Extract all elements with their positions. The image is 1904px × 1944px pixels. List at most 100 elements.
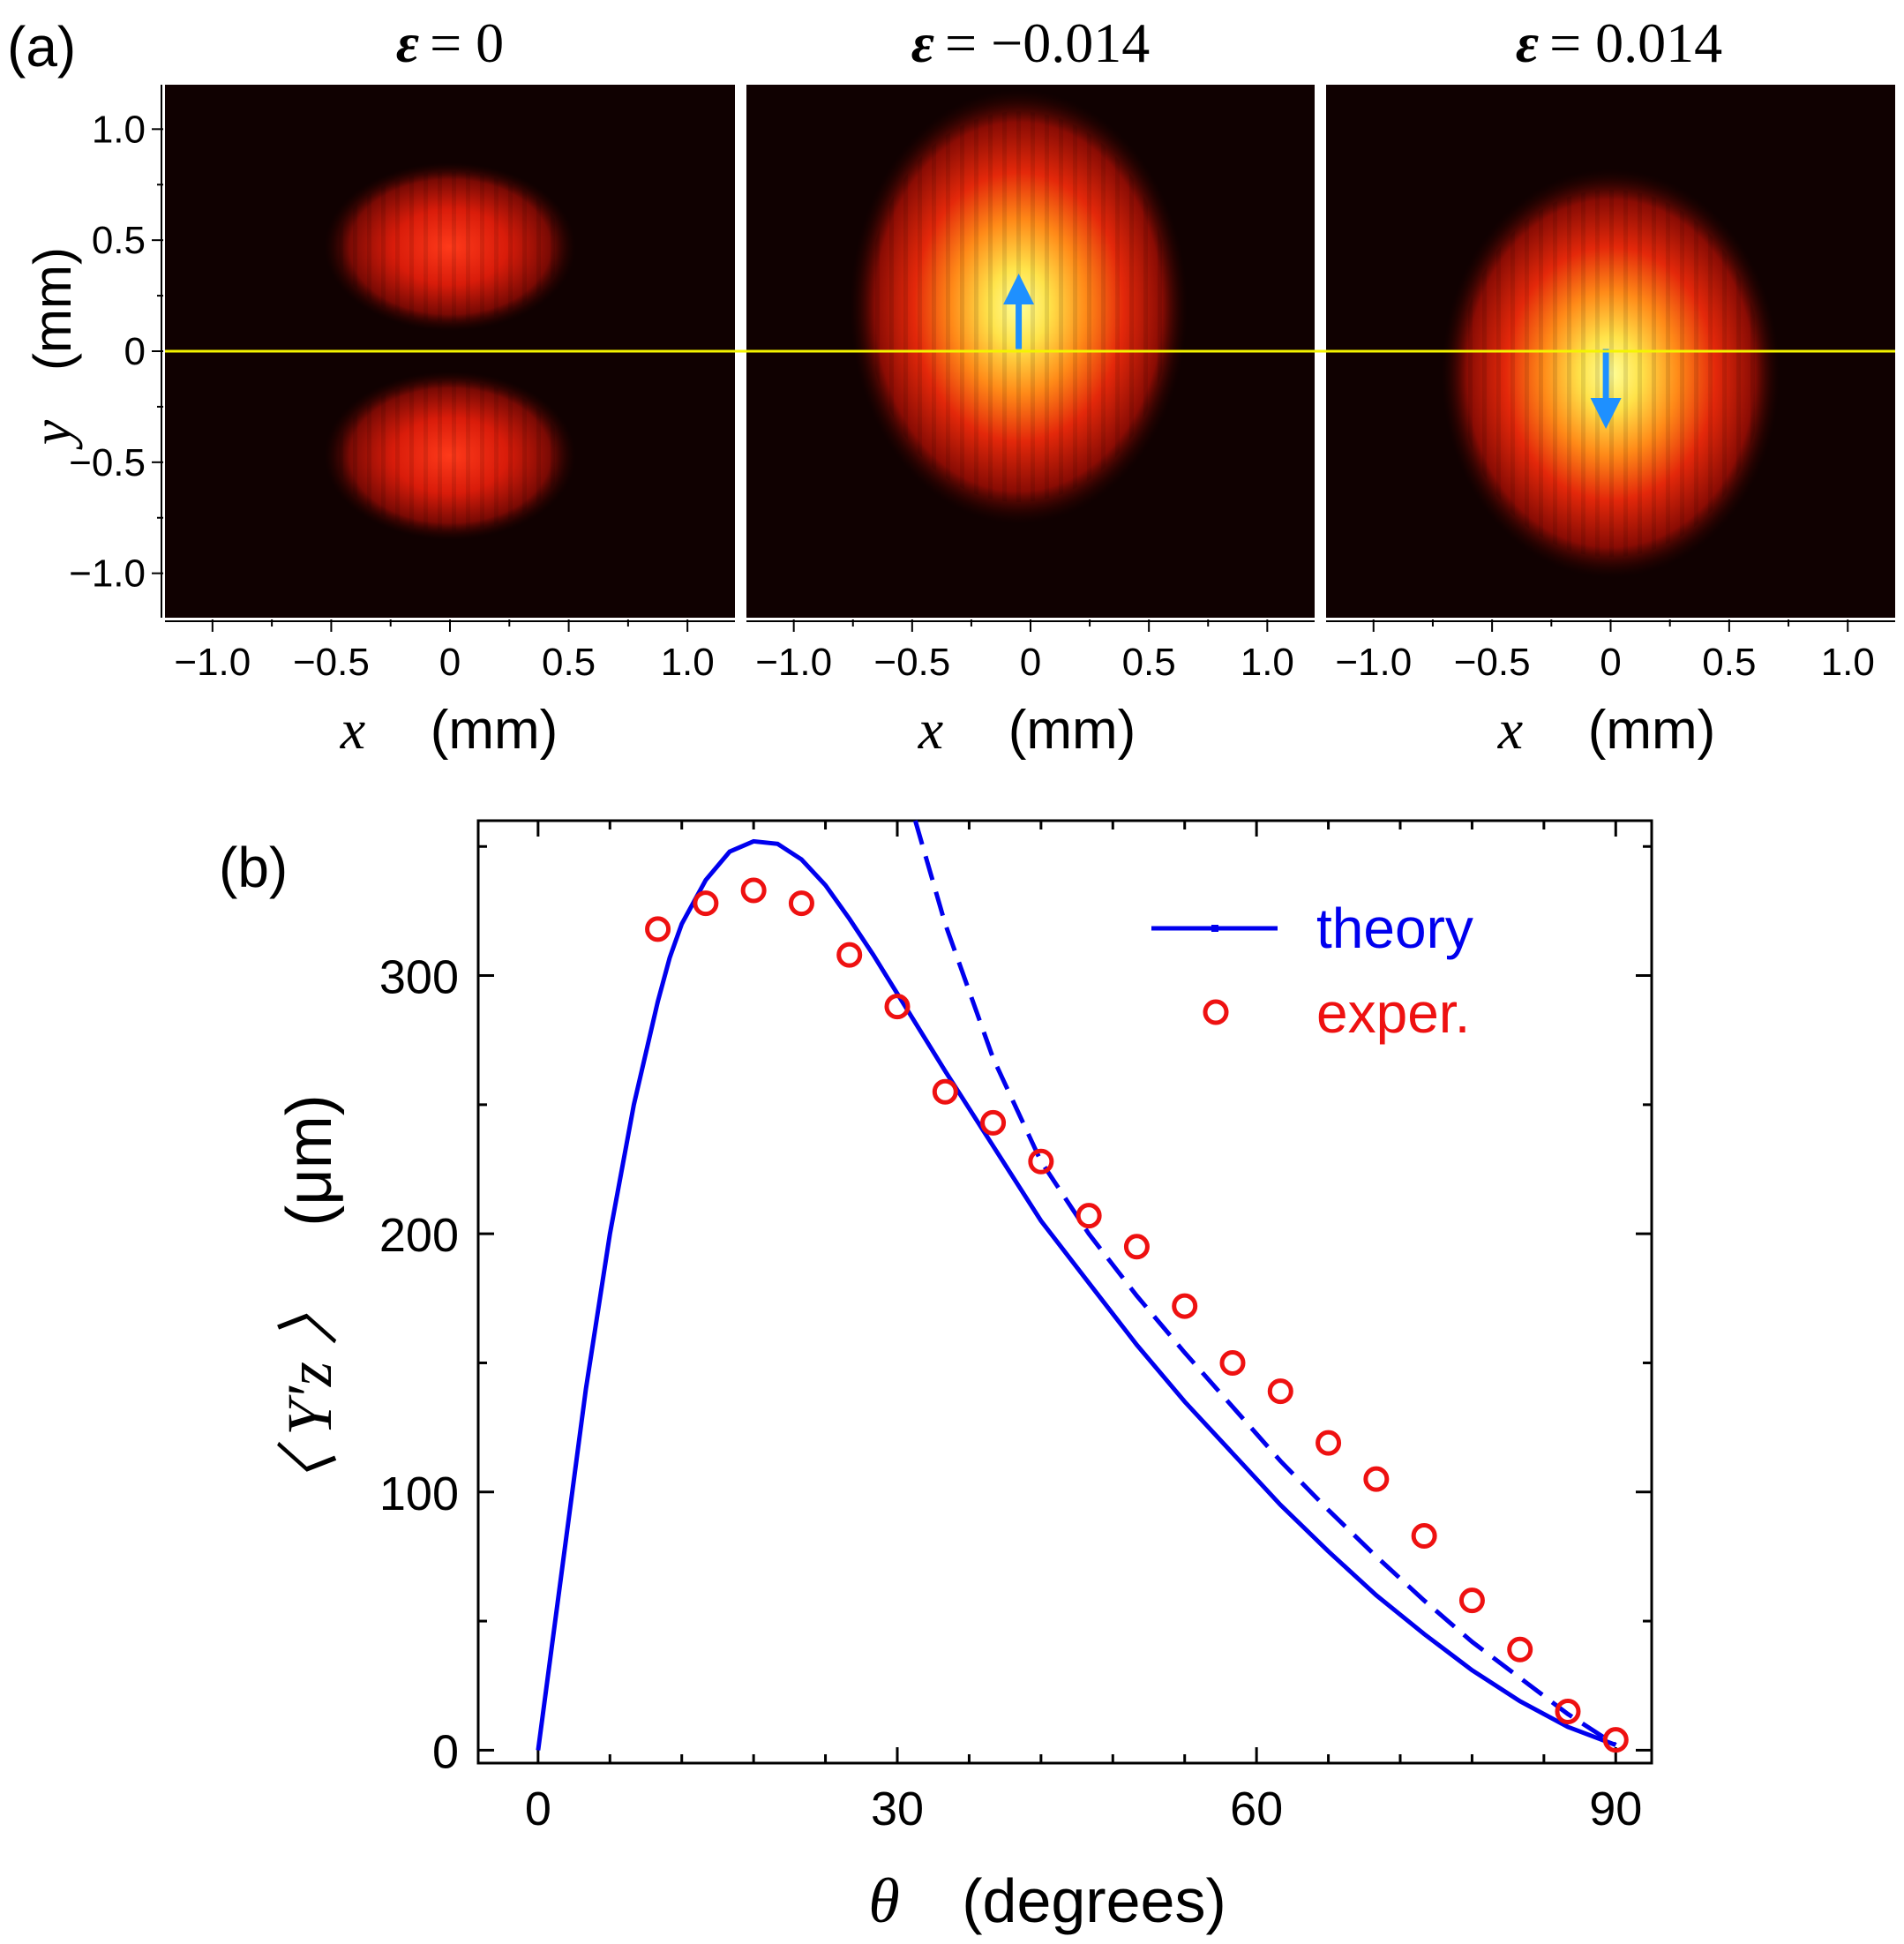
series-theory-asymptote-dashed xyxy=(912,820,1617,1747)
plot-frame xyxy=(476,819,1653,1765)
x-tick-label: 90 xyxy=(1589,1783,1642,1835)
panel-b-x-axis-label: θ (degrees) xyxy=(868,1865,1226,1936)
heatmap-blobs xyxy=(324,162,576,540)
exper-data-point xyxy=(1267,1378,1293,1405)
exper-data-point xyxy=(980,1109,1007,1136)
exper-data-point xyxy=(1363,1466,1390,1492)
x-axis-symbol: x xyxy=(340,698,365,761)
x-tick-label: 1.0 xyxy=(1821,641,1875,684)
y-tick-labels: 0 100 200 300 xyxy=(379,951,459,1779)
heatmap-blobs xyxy=(1441,169,1780,578)
y-axis-unit: (mm) xyxy=(23,247,82,371)
legend-exper-swatch xyxy=(1203,999,1229,1025)
x-axis-unit: (mm) xyxy=(1588,700,1716,761)
exper-data-point xyxy=(1411,1523,1437,1550)
panel-a-y-axis-label: y (mm) xyxy=(20,247,83,450)
y-axis-symbol: y xyxy=(20,419,83,450)
epsilon-value: = 0 xyxy=(430,11,504,74)
x-tick-label: 0.5 xyxy=(542,641,596,684)
series-group xyxy=(536,820,1629,1753)
heatmap-eps-0: ε = 0 xyxy=(165,11,735,618)
x-tick-label: −1.0 xyxy=(1335,641,1412,684)
series-theory-line xyxy=(536,838,1617,1751)
x-tick-label: 60 xyxy=(1230,1783,1283,1835)
panel-title-eps-neg-0014: ε = −0.014 xyxy=(911,11,1150,74)
x-axis-unit: (mm) xyxy=(1008,700,1136,761)
interference-fringes xyxy=(336,379,564,532)
panel-title-eps-0014: ε = 0.014 xyxy=(1516,11,1722,74)
exper-data-point xyxy=(1172,1293,1198,1319)
exper-data-point xyxy=(932,1078,958,1105)
y-tick-label: 1.0 xyxy=(92,108,146,151)
exper-data-point xyxy=(645,916,671,942)
epsilon-symbol: ε xyxy=(1516,11,1539,74)
exper-data-point xyxy=(740,877,767,904)
x-tick-label: 0 xyxy=(525,1783,551,1835)
x-tick-label: −0.5 xyxy=(293,641,370,684)
panel-b-label: (b) xyxy=(219,836,288,899)
panel-b: (b) 0 100 200 300 0 30 60 90 〈 Y′z 〉 (μm) θ (d… xyxy=(219,819,1653,1936)
panel-a: (a) y (mm) 1.00.50−0.5−1.0 ε = 0 ε = −0 xyxy=(7,11,1895,761)
y-tick-label: 0.5 xyxy=(92,219,146,262)
panel-a-x-ticks: −1.0 −0.5 0 0.5 1.0 −1.0 −0.5 0 0.5 1.0 −1.0 −0.5 0 0… xyxy=(165,619,1895,684)
epsilon-symbol: ε xyxy=(396,11,419,74)
x-tick-label: −1.0 xyxy=(174,641,251,684)
legend-exper-label: exper. xyxy=(1316,981,1470,1045)
legend-theory-label: theory xyxy=(1316,897,1473,960)
heatmap-eps-neg-0014: ε = −0.014 xyxy=(746,11,1315,618)
heatmap-eps-0014: ε = 0.014 xyxy=(1326,11,1895,618)
epsilon-symbol: ε xyxy=(911,11,934,74)
heatmap-panels: ε = 0 ε = −0.014 ε = 0.014 xyxy=(165,11,1895,618)
x-tick-label: 1.0 xyxy=(1241,641,1294,684)
exper-data-point xyxy=(1219,1349,1246,1376)
y-tick-label: −0.5 xyxy=(69,441,146,484)
x-tick-label: 0 xyxy=(439,641,461,684)
panel-b-ticks xyxy=(478,821,1652,1763)
epsilon-value: = 0.014 xyxy=(1549,11,1722,74)
y-tick-label: 0 xyxy=(124,330,146,373)
x-axis-symbol: x xyxy=(1497,698,1523,761)
exper-data-point xyxy=(788,890,814,917)
series-exper-markers xyxy=(645,877,1629,1753)
exper-data-point xyxy=(1602,1727,1629,1753)
x-tick-label: −1.0 xyxy=(755,641,832,684)
exper-data-point xyxy=(836,942,863,968)
y-tick-label: 300 xyxy=(379,951,459,1004)
panel-b-y-axis-label: 〈 Y′z 〉 (μm) xyxy=(274,1094,345,1515)
exper-data-point xyxy=(1555,1698,1581,1724)
interference-fringes xyxy=(1458,189,1763,558)
x-axis-label-1: x (mm) xyxy=(340,698,558,761)
x-tick-label: 30 xyxy=(871,1783,924,1835)
epsilon-value: = −0.014 xyxy=(945,11,1150,74)
exper-data-point xyxy=(1028,1148,1054,1175)
legend: theory exper. xyxy=(1151,897,1473,1045)
x-axis-symbol: θ xyxy=(868,1865,899,1936)
x-axis-label-2: x (mm) xyxy=(918,698,1136,761)
x-tick-label: −0.5 xyxy=(1454,641,1531,684)
exper-data-point xyxy=(1458,1587,1485,1614)
y-tick-label: 200 xyxy=(379,1209,459,1262)
x-tick-label: 0.5 xyxy=(1702,641,1756,684)
x-tick-label: −0.5 xyxy=(873,641,950,684)
y-tick-label: −1.0 xyxy=(69,552,146,596)
exper-data-point xyxy=(1507,1636,1533,1663)
x-tick-label: 1.0 xyxy=(661,641,715,684)
x-tick-label: 0.5 xyxy=(1122,641,1176,684)
y-tick-label: 0 xyxy=(432,1725,459,1778)
panel-a-label: (a) xyxy=(7,15,76,79)
y-tick-label: 100 xyxy=(379,1467,459,1520)
panel-title-eps-0: ε = 0 xyxy=(396,11,504,74)
exper-data-point xyxy=(1076,1203,1102,1229)
x-tick-label: 0 xyxy=(1600,641,1621,684)
exper-data-point xyxy=(1123,1234,1150,1260)
x-tick-labels: 0 30 60 90 xyxy=(525,1783,1642,1835)
y-axis-unit: (μm) xyxy=(274,1094,345,1226)
panel-a-y-ticks: 1.0 0.5 0 −0.5 −1.0 xyxy=(69,85,163,618)
interference-fringes xyxy=(336,170,564,323)
exper-data-point xyxy=(1316,1430,1342,1456)
x-axis-label-3: x (mm) xyxy=(1497,698,1716,761)
x-axis-symbol: x xyxy=(918,698,943,761)
legend-theory-tick xyxy=(1211,925,1218,932)
exper-data-point xyxy=(693,890,719,917)
